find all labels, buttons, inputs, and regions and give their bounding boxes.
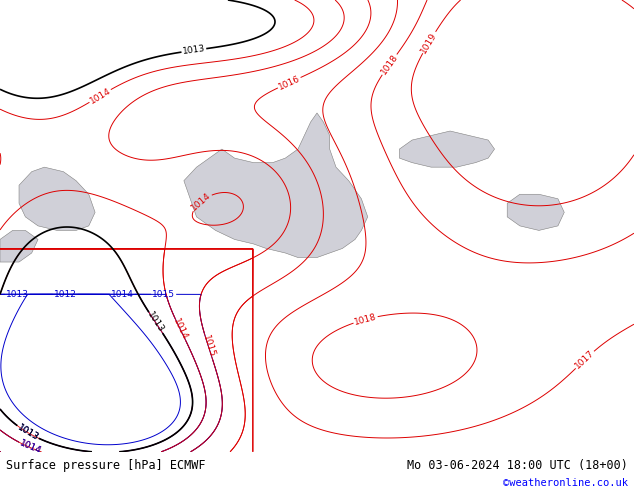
Text: 1014: 1014 [88, 86, 112, 105]
Text: 1014: 1014 [111, 290, 134, 299]
Text: 1014: 1014 [171, 317, 190, 342]
Text: 1013: 1013 [15, 423, 40, 442]
Text: 1014: 1014 [18, 439, 42, 456]
Polygon shape [507, 194, 564, 230]
Polygon shape [184, 113, 368, 258]
Text: 1013: 1013 [6, 290, 29, 299]
Text: 1017: 1017 [573, 348, 596, 371]
Text: 1014: 1014 [190, 191, 213, 213]
Polygon shape [19, 167, 95, 230]
Text: Surface pressure [hPa] ECMWF: Surface pressure [hPa] ECMWF [6, 459, 206, 472]
Polygon shape [0, 230, 38, 262]
Text: 1015: 1015 [152, 290, 175, 299]
Text: 1013: 1013 [182, 44, 206, 56]
Text: Mo 03-06-2024 18:00 UTC (18+00): Mo 03-06-2024 18:00 UTC (18+00) [407, 459, 628, 472]
Text: ©weatheronline.co.uk: ©weatheronline.co.uk [503, 478, 628, 488]
Polygon shape [399, 131, 495, 167]
Text: 1015: 1015 [201, 334, 216, 359]
Text: 1013: 1013 [146, 311, 166, 335]
Text: 1018: 1018 [379, 52, 400, 76]
Text: 1019: 1019 [419, 30, 439, 54]
Text: 1016: 1016 [277, 74, 302, 92]
Text: 1013: 1013 [15, 423, 40, 442]
Text: 1014: 1014 [18, 439, 42, 456]
Text: 1018: 1018 [353, 312, 378, 327]
Text: 1012: 1012 [54, 290, 77, 299]
